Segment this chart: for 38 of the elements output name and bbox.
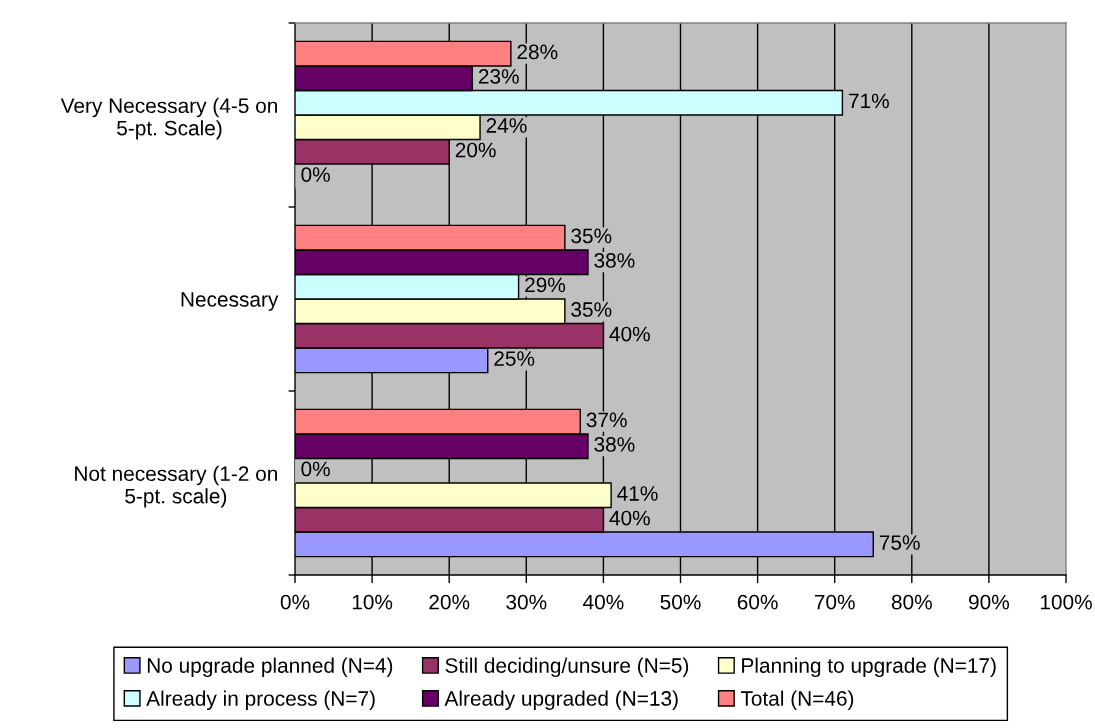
- data-label: 37%: [586, 412, 627, 428]
- legend-label: Still deciding/unsure (N=5): [445, 657, 689, 678]
- data-label: 28%: [517, 44, 558, 60]
- x-tick-label: 0%: [280, 594, 310, 610]
- legend-label: Planning to upgrade (N=17): [742, 657, 996, 678]
- x-tick-label: 30%: [506, 594, 547, 610]
- data-label: 38%: [594, 253, 635, 268]
- legend-label: No upgrade planned (N=4): [147, 657, 393, 678]
- data-label: 0%: [301, 461, 330, 477]
- y-tick-label: Not necessary (1-2 on 5-pt. scale): [75, 465, 277, 508]
- data-label: 35%: [571, 228, 612, 244]
- data-label: 23%: [478, 69, 519, 84]
- x-tick-label: 90%: [969, 594, 1010, 610]
- data-label: 20%: [455, 142, 496, 158]
- data-label: 0%: [301, 167, 330, 182]
- x-tick-label: 100%: [1040, 594, 1092, 610]
- x-tick-label: 40%: [583, 594, 624, 610]
- legend-label: Already upgraded (N=13): [444, 690, 678, 710]
- data-label: 75%: [879, 535, 920, 550]
- data-label: 41%: [617, 486, 658, 501]
- data-label: 71%: [849, 93, 889, 109]
- data-label: 35%: [571, 302, 612, 317]
- x-tick-label: 20%: [429, 594, 470, 610]
- legend-label: Already in process (N=7): [146, 690, 375, 710]
- x-tick-label: 10%: [352, 594, 393, 610]
- data-label: 25%: [494, 351, 535, 366]
- data-label: 29%: [525, 277, 566, 293]
- data-label: 40%: [609, 510, 650, 526]
- y-tick-label: Very Necessary (4-5 on 5-pt. Scale): [60, 97, 277, 140]
- x-tick-label: 60%: [737, 594, 778, 610]
- data-label: 40%: [609, 326, 650, 342]
- x-tick-label: 80%: [891, 594, 932, 610]
- legend-label: Total (N=46): [740, 690, 854, 710]
- x-tick-label: 70%: [814, 594, 855, 610]
- data-label: 38%: [594, 437, 635, 452]
- data-label: 24%: [486, 118, 527, 133]
- x-tick-label: 50%: [660, 594, 701, 610]
- y-tick-label: Necessary: [181, 292, 279, 311]
